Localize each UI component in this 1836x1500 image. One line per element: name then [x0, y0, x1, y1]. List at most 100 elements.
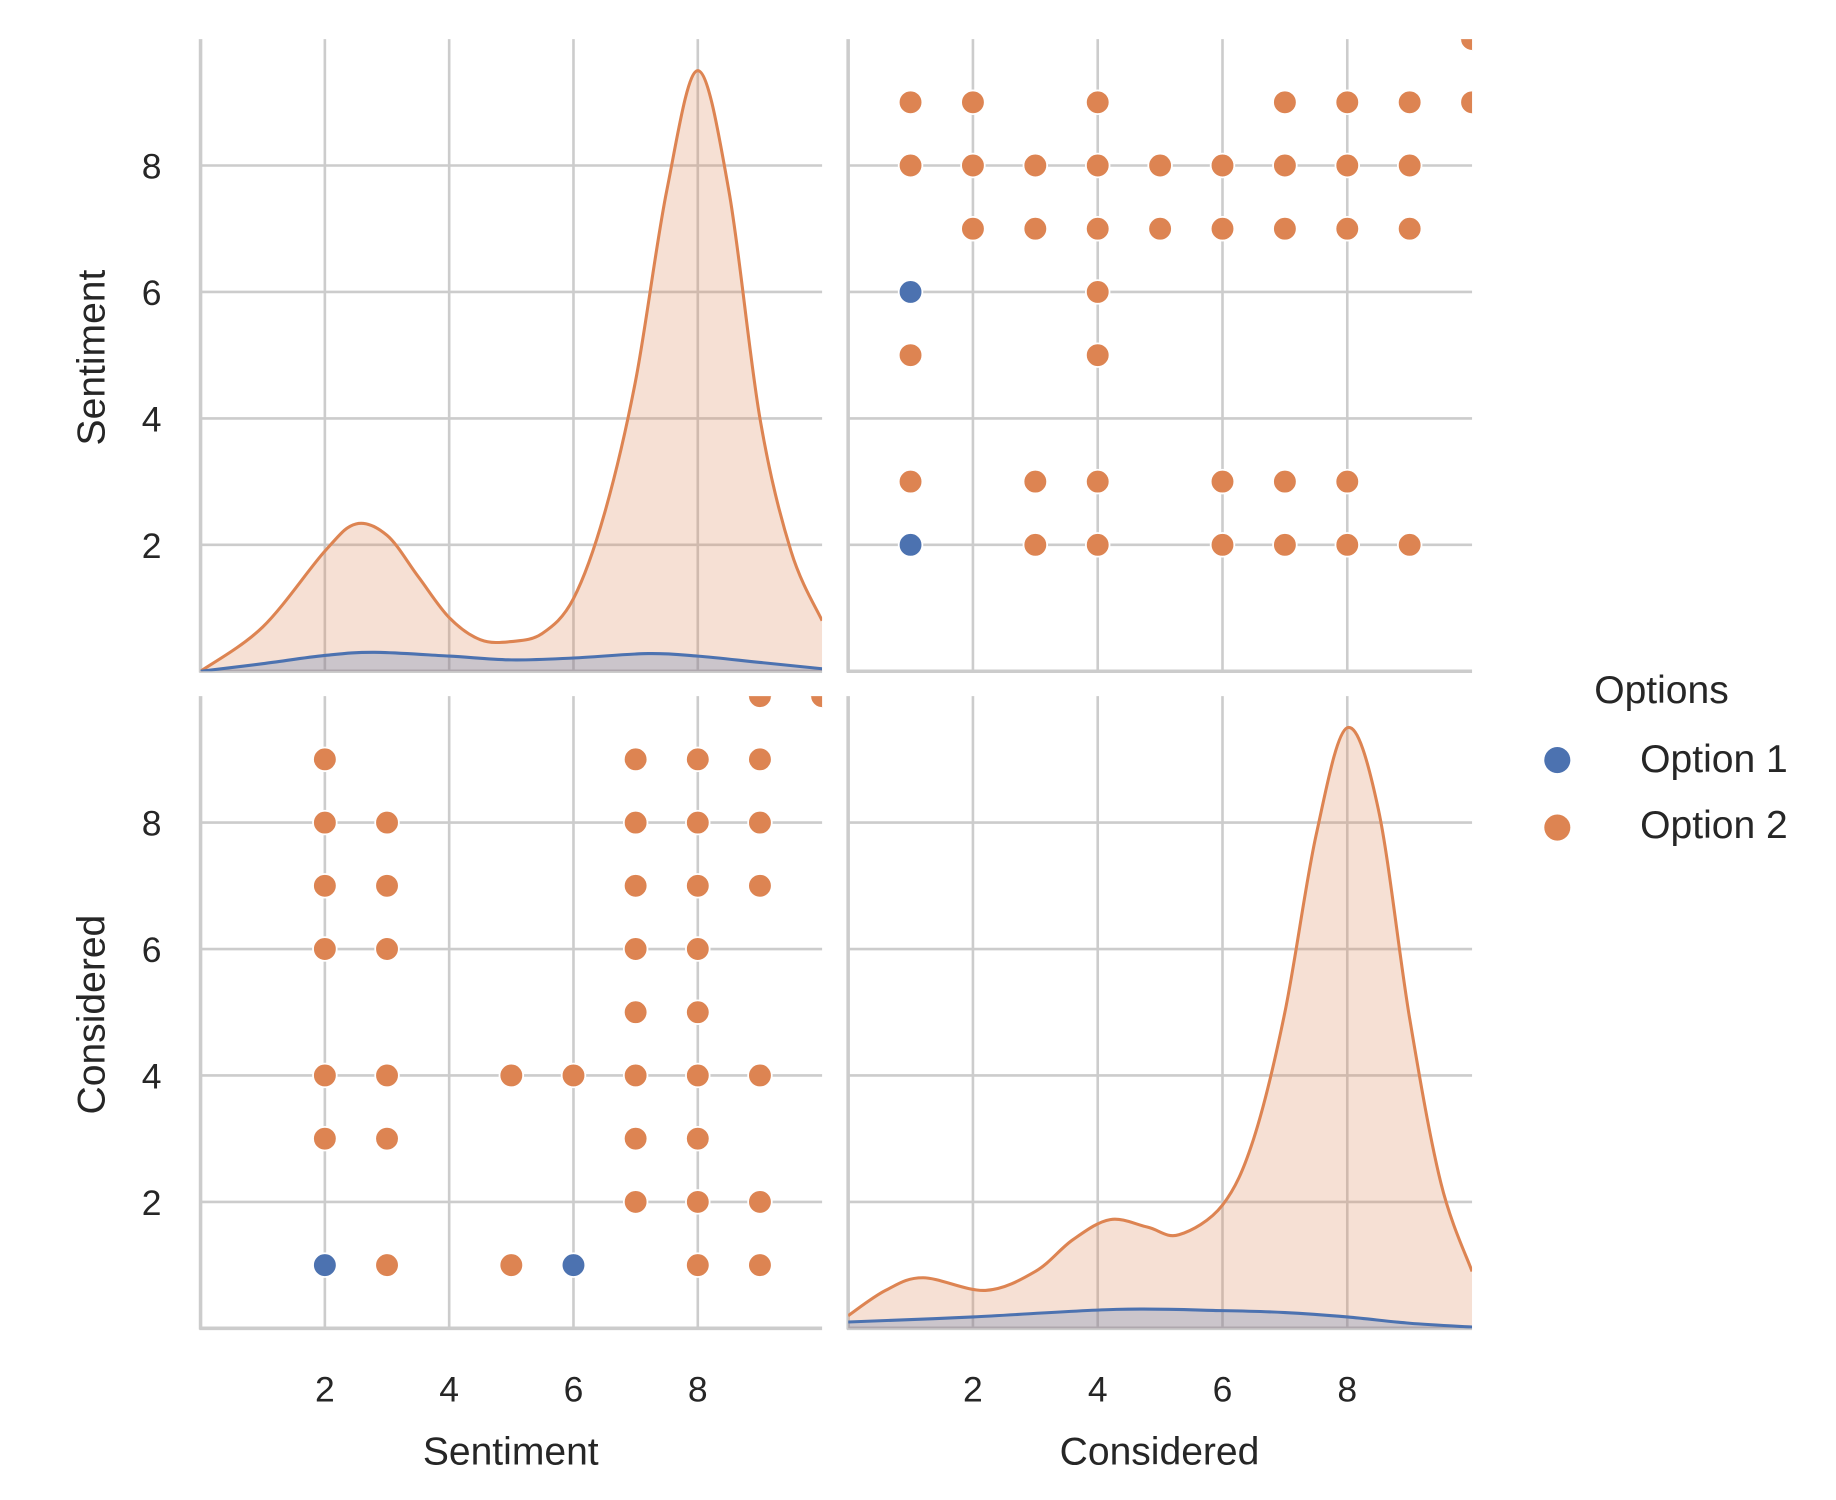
point-option-2 [685, 1125, 711, 1152]
y-tick-label: 4 [142, 1056, 162, 1096]
kde-line-option-1 [848, 1307, 1473, 1329]
legend-marker-option-2 [1544, 814, 1571, 841]
point-option-2 [374, 1125, 400, 1152]
point-option-2 [1209, 152, 1236, 179]
point-option-2 [1022, 468, 1049, 495]
point-option-2 [685, 809, 711, 836]
kde-fill-option-2 [200, 70, 823, 672]
point-option-2 [1334, 89, 1361, 116]
y-tick-label: 6 [142, 930, 162, 970]
point-option-2 [1396, 216, 1423, 242]
point-option-2 [1396, 89, 1423, 116]
x-tick-label: 2 [315, 1370, 335, 1410]
point-option-2 [1334, 216, 1361, 242]
point-option-2 [685, 1252, 711, 1278]
y-tick-label: 8 [142, 147, 162, 187]
point-option-2 [312, 936, 338, 962]
point-option-2 [897, 468, 924, 495]
y-tick-label: 6 [142, 273, 162, 313]
point-option-2 [1272, 468, 1298, 495]
point-option-2 [560, 1062, 587, 1089]
point-option-2 [960, 152, 986, 179]
point-option-2 [747, 1252, 773, 1278]
y-tick-label: 2 [142, 526, 162, 566]
point-option-2 [622, 1125, 649, 1152]
panel-content [897, 39, 1473, 558]
point-option-2 [1272, 532, 1298, 558]
kde-fill-option-1 [848, 1309, 1473, 1329]
point-option-2 [622, 809, 649, 836]
kde-line-option-2 [200, 69, 823, 672]
point-option-2 [312, 809, 338, 836]
x-tick-label: 4 [1088, 1370, 1108, 1410]
y-tick-label: 2 [142, 1183, 162, 1223]
point-option-2 [622, 999, 649, 1025]
point-option-2 [622, 873, 649, 899]
x-tick-label: 6 [564, 1370, 584, 1410]
point-option-2 [374, 1062, 400, 1089]
point-option-2 [747, 1189, 773, 1215]
point-option-2 [1084, 216, 1111, 242]
point-option-2 [1209, 216, 1236, 242]
point-option-2 [1147, 216, 1173, 242]
point-option-2 [312, 1125, 338, 1152]
point-option-2 [312, 1062, 338, 1089]
point-option-2 [374, 873, 400, 899]
point-option-2 [1209, 532, 1236, 558]
point-option-2 [1084, 279, 1111, 305]
point-option-2 [622, 936, 649, 962]
y-tick-label: 8 [142, 804, 162, 844]
point-option-2 [960, 89, 986, 116]
point-option-2 [1334, 152, 1361, 179]
point-option-2 [1272, 216, 1298, 242]
point-option-2 [1022, 216, 1049, 242]
y-label-sentiment: Sentiment [71, 269, 114, 445]
point-option-2 [1396, 532, 1423, 558]
point-option-2 [1084, 342, 1111, 368]
point-option-2 [374, 936, 400, 962]
x-tick-label: 2 [963, 1370, 983, 1410]
point-option-2 [1147, 152, 1173, 179]
legend-marker-option-1 [1544, 747, 1571, 774]
point-option-2 [685, 1189, 711, 1215]
legend-label-option-2: Option 2 [1640, 804, 1788, 847]
point-option-1 [560, 1252, 587, 1278]
x-tick-label: 8 [688, 1370, 708, 1410]
point-option-1 [312, 1252, 338, 1278]
panel-sentiment-vs-considered [846, 39, 1473, 674]
point-option-2 [622, 746, 649, 773]
point-option-2 [622, 1062, 649, 1089]
point-option-2 [374, 809, 400, 836]
panel-sentiment-vs-sentiment: 2 4 6 8 [142, 39, 823, 674]
point-option-2 [1272, 89, 1298, 116]
point-option-2 [1084, 468, 1111, 495]
point-option-2 [685, 746, 711, 773]
point-option-2 [747, 696, 773, 709]
point-option-2 [1459, 89, 1473, 116]
kde-fill-option-1 [200, 652, 823, 672]
point-option-2 [960, 216, 986, 242]
x-tick-label: 4 [439, 1370, 459, 1410]
y-tick-label: 4 [142, 399, 162, 439]
point-option-2 [747, 809, 773, 836]
kde-fill-option-2 [848, 727, 1473, 1329]
kde-line-option-1 [200, 650, 823, 672]
point-option-2 [1272, 152, 1298, 179]
point-option-2 [1396, 152, 1423, 179]
point-option-2 [747, 873, 773, 899]
point-option-2 [685, 936, 711, 962]
point-option-2 [685, 999, 711, 1025]
point-option-2 [312, 873, 338, 899]
panel-content [312, 696, 823, 1278]
point-option-2 [747, 1062, 773, 1089]
point-option-2 [622, 1189, 649, 1215]
point-option-2 [1334, 532, 1361, 558]
panel-considered-vs-sentiment: 2 4 6 8 2 4 6 8 [142, 696, 823, 1410]
x-label-considered: Considered [1060, 1430, 1260, 1473]
point-option-2 [897, 89, 924, 116]
point-option-2 [312, 746, 338, 773]
point-option-2 [1459, 39, 1473, 52]
point-option-2 [809, 696, 823, 709]
point-option-2 [747, 746, 773, 773]
